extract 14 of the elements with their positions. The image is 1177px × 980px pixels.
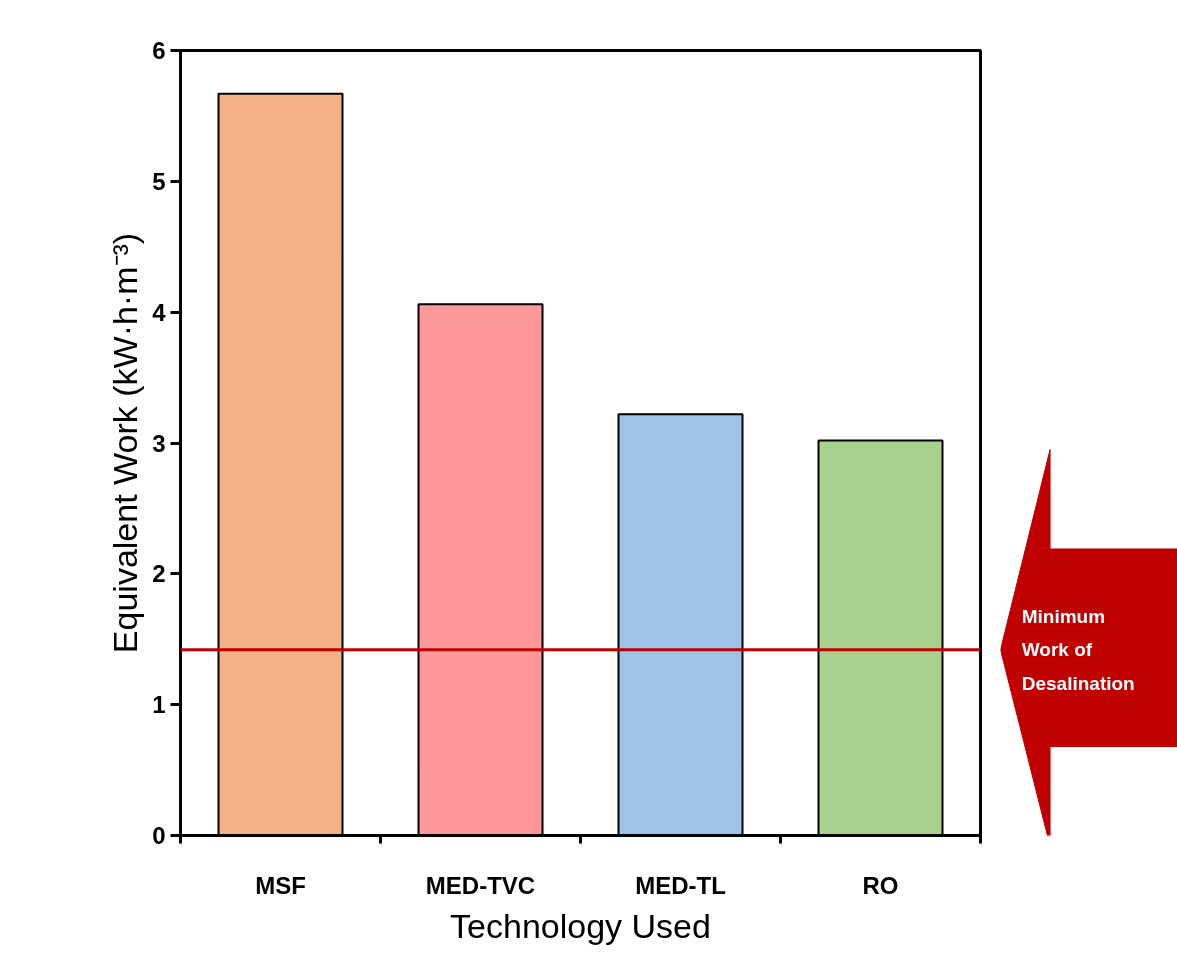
x-tick-label: MED-TL (635, 871, 726, 899)
x-tick-label: MED-TVC (425, 871, 536, 899)
y-tick-label: 5 (152, 167, 166, 195)
y-tick-label: 6 (152, 37, 166, 64)
x-axis-title: Technology Used (450, 906, 711, 945)
ref-line-label: Minimum Work of Desalination (1021, 605, 1135, 694)
x-tick-label: RO (862, 871, 899, 899)
y-tick-label: 1 (152, 691, 166, 719)
y-tick-label: 4 (152, 298, 167, 326)
y-tick-label: 0 (152, 822, 166, 849)
y-tick-label: 3 (152, 429, 166, 457)
y-axis-title: Equivalent Work (kW·h·m⁻³) (106, 232, 145, 654)
y-tick-label: 2 (152, 560, 166, 588)
x-tick-label: MSF (255, 871, 306, 899)
